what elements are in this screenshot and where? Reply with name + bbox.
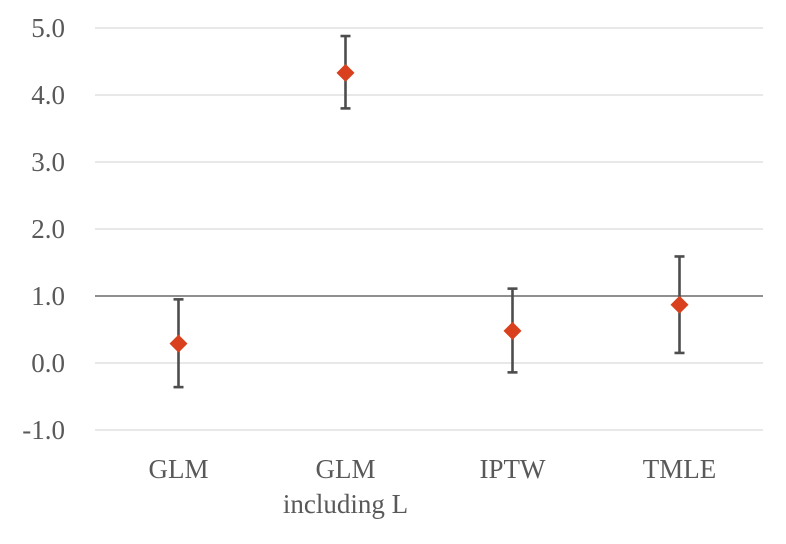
gridlines (95, 27, 763, 431)
data-points (169, 63, 689, 353)
x-tick-label: TMLE (643, 454, 717, 484)
y-tick-label: 1.0 (31, 281, 65, 311)
y-tick-label: -1.0 (22, 415, 65, 445)
y-tick-label: 2.0 (31, 214, 65, 244)
y-tick-label: 4.0 (31, 80, 65, 110)
x-axis: GLM GLM including L IPTW TMLE (149, 454, 717, 519)
y-tick-label: 3.0 (31, 147, 65, 177)
point-estimate-marker (336, 63, 355, 82)
y-tick-label: 5.0 (31, 13, 65, 43)
point-estimate-marker (169, 334, 188, 353)
point-estimate-marker (503, 321, 522, 340)
point-estimate-marker (670, 295, 689, 314)
x-tick-label: GLM (149, 454, 209, 484)
y-axis: -1.0 0.0 1.0 2.0 3.0 4.0 5.0 (22, 13, 65, 445)
x-tick-label: IPTW (480, 454, 547, 484)
y-tick-label: 0.0 (31, 348, 65, 378)
x-tick-label: including L (283, 489, 408, 519)
error-bars (173, 34, 685, 389)
x-tick-label: GLM (316, 454, 376, 484)
